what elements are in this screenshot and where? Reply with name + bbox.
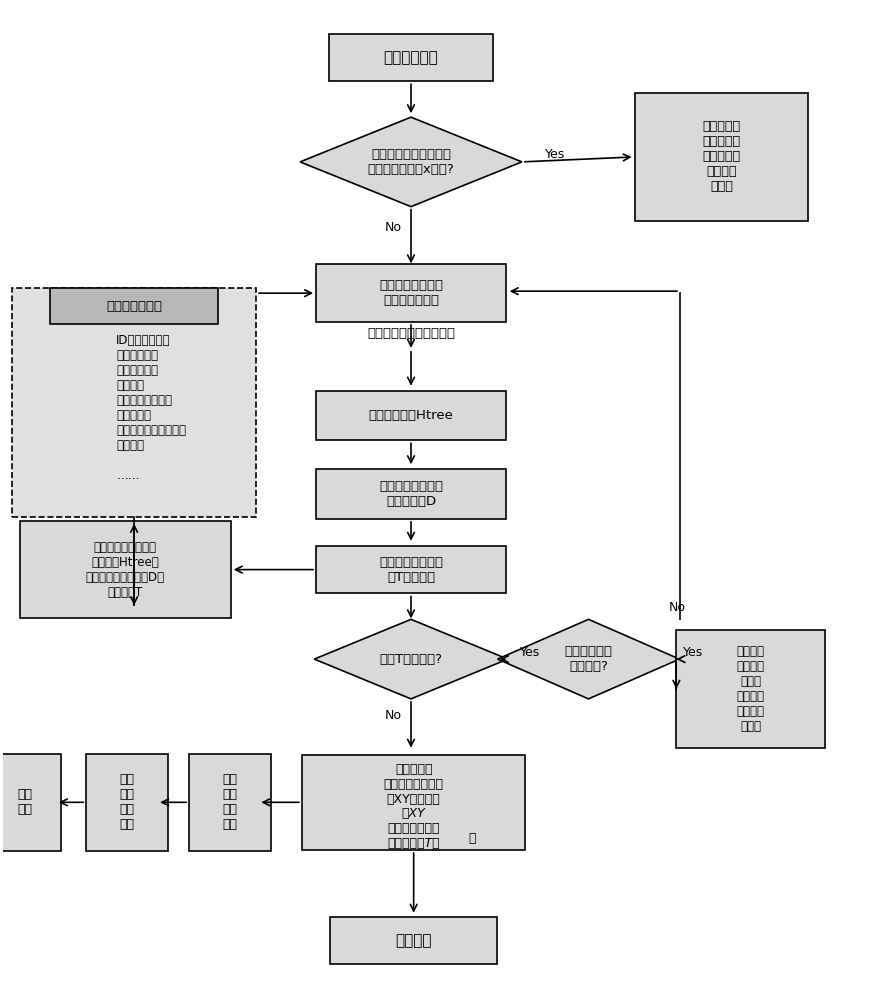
FancyBboxPatch shape [315, 546, 506, 593]
Text: 更新林木隐患数据：
当前树高Htree、
距离导线的当前距离D、
隐患级别T: 更新林木隐患数据： 当前树高Htree、 距离导线的当前距离D、 隐患级别T [86, 541, 165, 599]
Polygon shape [300, 117, 522, 207]
Text: No: No [385, 709, 402, 722]
Text: 」: 」 [469, 832, 476, 845]
Text: 自动预警：
获取当前树的经纬
度XY，输出「: 自动预警： 获取当前树的经纬 度XY，输出「 [384, 763, 444, 806]
Text: No: No [385, 221, 402, 234]
Text: 隐患
分布
统计
分析: 隐患 分布 统计 分析 [222, 773, 238, 831]
Text: 在XY
位置发现隐患林
木，级别为T！: 在XY 位置发现隐患林 木，级别为T！ [388, 807, 440, 850]
FancyBboxPatch shape [315, 469, 506, 519]
Text: 当前树为最后
一棵树么?: 当前树为最后 一棵树么? [564, 645, 613, 673]
Text: 上报
结果: 上报 结果 [18, 788, 32, 816]
Polygon shape [497, 619, 680, 699]
FancyBboxPatch shape [315, 264, 506, 322]
Text: 隐患
风险
动态
评估: 隐患 风险 动态 评估 [120, 773, 135, 831]
FancyBboxPatch shape [13, 288, 256, 517]
Text: Yes: Yes [683, 646, 704, 659]
Text: 结束，输出
「智能排查
时间未到，
请耐心等
待！」: 结束，输出 「智能排查 时间未到， 请耐心等 待！」 [703, 120, 740, 193]
Text: Yes: Yes [520, 646, 540, 659]
Text: 林木隐患数据库: 林木隐患数据库 [106, 300, 163, 313]
FancyBboxPatch shape [20, 521, 231, 618]
Text: 计算当前树高Htree: 计算当前树高Htree [369, 409, 454, 422]
Text: 级别T为安全么?: 级别T为安全么? [380, 653, 443, 666]
FancyBboxPatch shape [87, 754, 168, 851]
FancyBboxPatch shape [330, 917, 497, 964]
Text: 结束，输
出「智能
排查结
束，未发
现林木隐
患！」: 结束，输 出「智能 排查结 束，未发 现林木隐 患！」 [737, 645, 765, 733]
FancyBboxPatch shape [676, 630, 825, 748]
FancyBboxPatch shape [329, 34, 493, 81]
FancyBboxPatch shape [635, 93, 808, 221]
Text: Yes: Yes [545, 148, 565, 161]
Text: 计算当前树与对应
导线的距离D: 计算当前树与对应 导线的距离D [379, 480, 443, 508]
FancyBboxPatch shape [189, 754, 271, 851]
Polygon shape [314, 619, 508, 699]
Text: 对当前树的隐患等
级T进行判断: 对当前树的隐患等 级T进行判断 [379, 556, 443, 584]
FancyBboxPatch shape [302, 755, 525, 850]
Text: 输入当前时间: 输入当前时间 [384, 50, 438, 65]
Text: 获取任一棵树的树
种、树龄等信息: 获取任一棵树的树 种、树龄等信息 [379, 279, 443, 307]
Text: No: No [669, 601, 686, 614]
Text: 上报处理: 上报处理 [396, 933, 432, 948]
Text: 选择对应的树高生长模型: 选择对应的树高生长模型 [367, 327, 455, 340]
FancyBboxPatch shape [0, 754, 62, 851]
Text: 当前时间距离上一次智
能排查小于周期x天么?: 当前时间距离上一次智 能排查小于周期x天么? [368, 148, 455, 176]
FancyBboxPatch shape [50, 288, 219, 324]
FancyBboxPatch shape [315, 391, 506, 440]
Text: ID号、责任人、
经度、纬度、
树种、树龄、
郁闭度、
对应导线的电压、
当前树高、
距离导线的当前距离、
隐患级别

……: ID号、责任人、 经度、纬度、 树种、树龄、 郁闭度、 对应导线的电压、 当前树… [116, 334, 187, 482]
